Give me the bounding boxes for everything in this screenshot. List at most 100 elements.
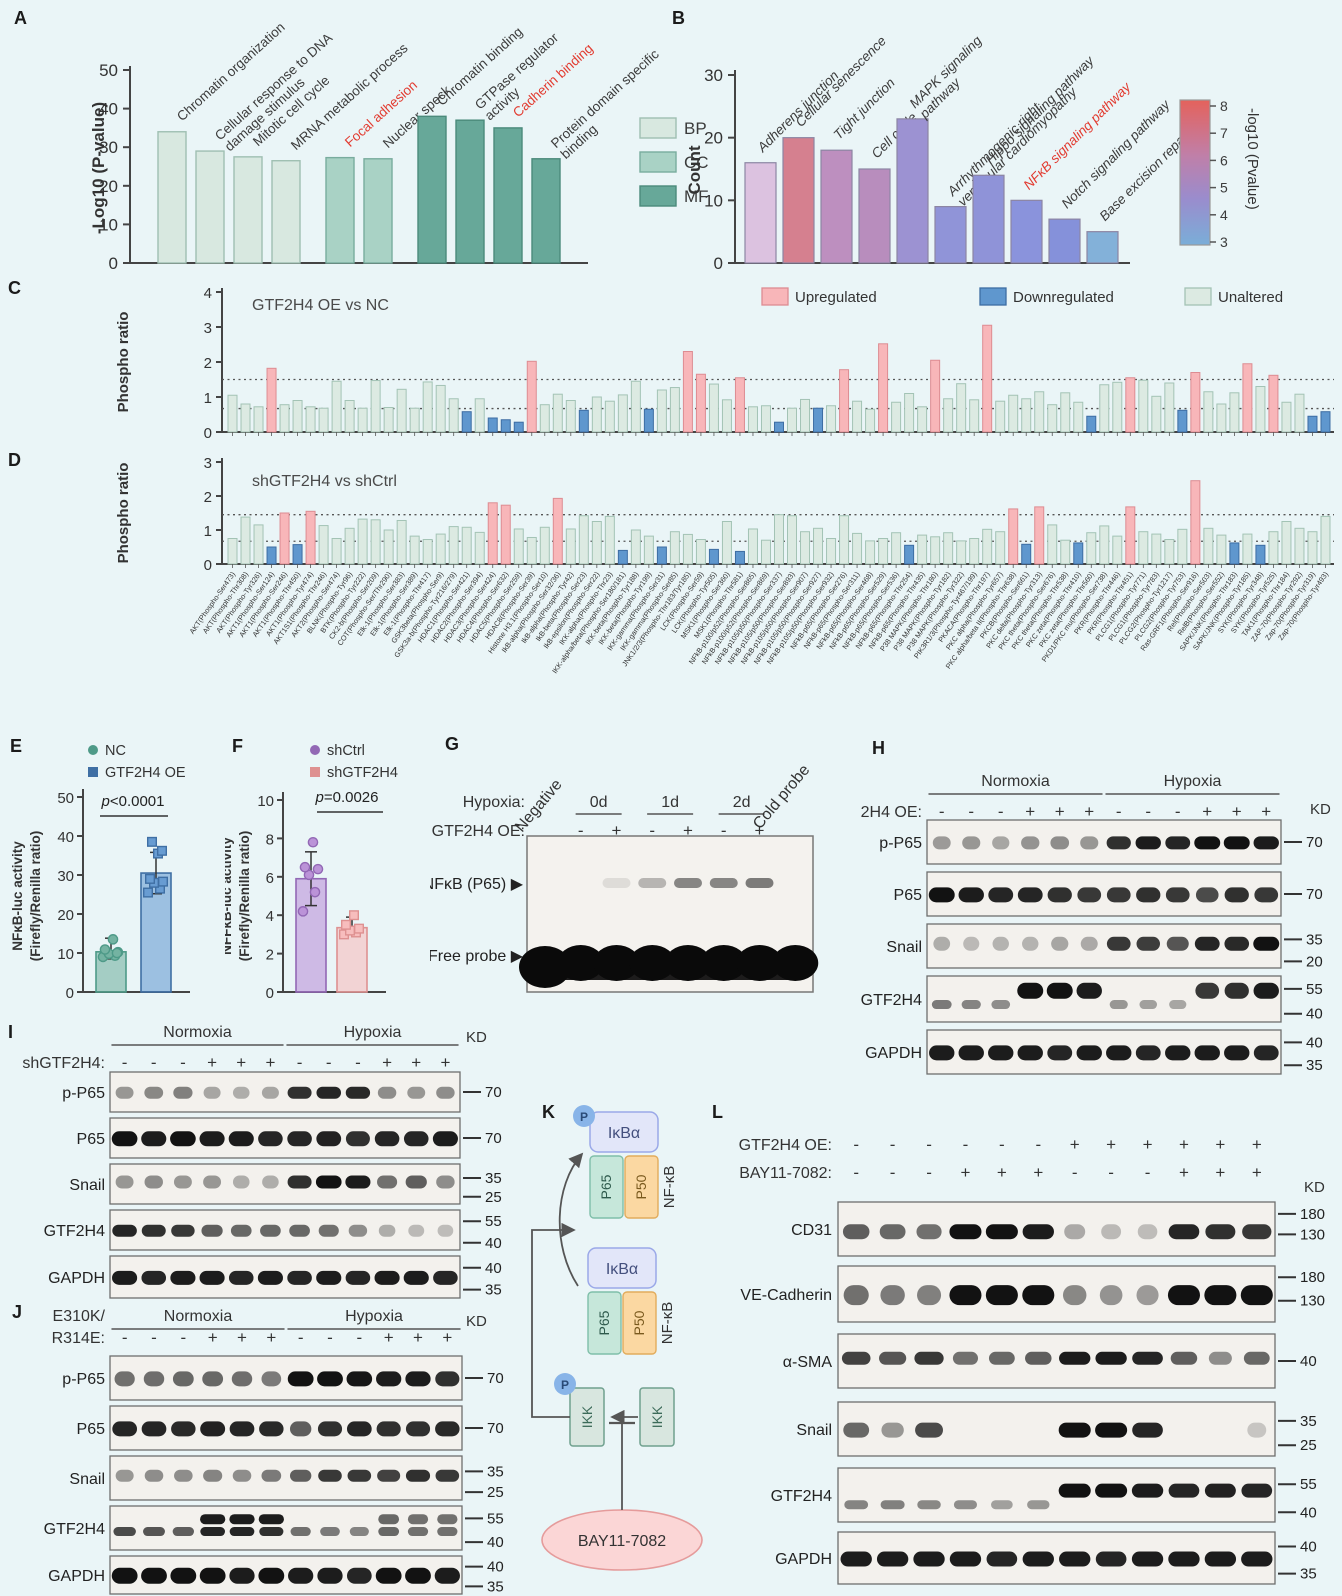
bar	[448, 398, 459, 433]
blot-band	[1051, 936, 1069, 951]
blot-row-label: p-P65	[879, 835, 922, 852]
blot-band	[200, 1527, 226, 1537]
marker-kd: 25	[1300, 1437, 1317, 1454]
y-tick: 3	[204, 455, 212, 472]
bar	[1177, 528, 1188, 565]
blot-band	[1047, 887, 1072, 903]
bar	[682, 351, 693, 433]
blot-band	[962, 836, 981, 850]
sign: -	[180, 1053, 186, 1072]
legend-marker	[310, 745, 320, 755]
group-label: Hypoxia	[344, 1024, 402, 1041]
bar	[865, 408, 876, 433]
bar	[325, 156, 355, 264]
bar	[721, 399, 732, 433]
blot-band	[377, 1469, 401, 1482]
y-axis-label: Phospho ratio	[115, 463, 132, 564]
blot-band	[1017, 887, 1043, 903]
sign: -	[721, 821, 727, 840]
bar	[695, 539, 706, 565]
p50-box	[624, 1155, 659, 1219]
free-probe-band	[772, 945, 819, 981]
sign: +	[997, 1163, 1007, 1182]
blot-band	[114, 1371, 135, 1387]
colorbar-tick: 3	[1220, 234, 1228, 250]
blot-band	[407, 1086, 426, 1099]
y-tick: 20	[704, 129, 723, 148]
bar	[1151, 395, 1162, 433]
bar	[422, 539, 433, 565]
bar	[266, 367, 277, 433]
group-label: Hypoxia	[1164, 773, 1222, 790]
sign: -	[356, 1328, 362, 1347]
bar	[331, 538, 342, 565]
blot-band	[232, 1469, 252, 1482]
blot-band	[171, 1421, 196, 1437]
p65-box	[589, 1155, 624, 1219]
blot-band	[933, 936, 951, 951]
bar	[656, 389, 667, 433]
marker-kd: 35	[487, 1463, 504, 1480]
bar	[461, 411, 472, 433]
blot-band	[200, 1514, 226, 1525]
bar	[1060, 392, 1071, 433]
blot-band	[1165, 1045, 1191, 1061]
sign: +	[265, 1053, 275, 1072]
blot-band	[203, 1469, 223, 1482]
blot-band	[844, 1500, 869, 1510]
bar	[934, 206, 967, 264]
bar	[630, 529, 641, 565]
panel-letter-g: G	[445, 734, 460, 754]
blot-band	[1021, 836, 1040, 850]
marker-kd: 35	[487, 1578, 504, 1595]
blot-band	[916, 1224, 942, 1240]
free-probe-band	[593, 945, 640, 981]
blot-band	[290, 1527, 311, 1537]
blot-band	[986, 1551, 1018, 1567]
bar	[227, 394, 238, 433]
bar	[435, 533, 446, 565]
blot-band	[405, 1175, 427, 1189]
bar-label: Cellular response to DNAdamage stimulus	[212, 30, 335, 154]
blot-band	[231, 1371, 253, 1387]
blot-band	[315, 1175, 342, 1189]
data-point	[107, 934, 119, 945]
bar	[253, 524, 264, 565]
blot-band	[200, 1421, 226, 1437]
blot-band	[289, 1469, 312, 1482]
sign: +	[1084, 802, 1094, 821]
bar	[1125, 506, 1136, 565]
sign: -	[926, 1135, 932, 1154]
y-tick: 4	[266, 908, 274, 925]
y-tick: 30	[99, 138, 118, 157]
marker-kd: 40	[487, 1559, 504, 1576]
blot-band	[435, 1469, 460, 1482]
blot-box	[109, 1505, 463, 1551]
bar	[1255, 544, 1266, 565]
sign: +	[382, 1053, 392, 1072]
panel-g-emsa-gel: Hypoxia:GTF2H4 OE:0d 1d 2d- + - + - +Negative Co…	[430, 762, 819, 993]
bar	[417, 115, 447, 264]
blot-band	[1137, 1224, 1158, 1240]
blot-band	[287, 1270, 312, 1285]
blot-band	[1243, 1351, 1270, 1365]
blot-band	[289, 1224, 310, 1237]
panel-letter-c: C	[8, 278, 21, 298]
blot-band	[260, 1224, 281, 1237]
bar	[852, 532, 863, 565]
panel-l-western-blot: GTF2H4 OE: - - - - - - + + + + + + BAY11-7082: - - - + + + -…	[739, 1135, 1325, 1585]
blot-band	[434, 1567, 460, 1584]
data-point	[340, 919, 351, 930]
blot-band	[915, 1422, 943, 1438]
y-tick: 0	[714, 254, 723, 272]
marker-kd: 40	[485, 1235, 502, 1252]
bar	[1281, 401, 1292, 433]
blot-band	[170, 1567, 197, 1584]
bar	[1060, 539, 1071, 565]
bar	[1216, 534, 1227, 565]
free-probe-band	[665, 945, 711, 981]
bar	[1112, 381, 1123, 433]
sign: +	[612, 821, 622, 840]
